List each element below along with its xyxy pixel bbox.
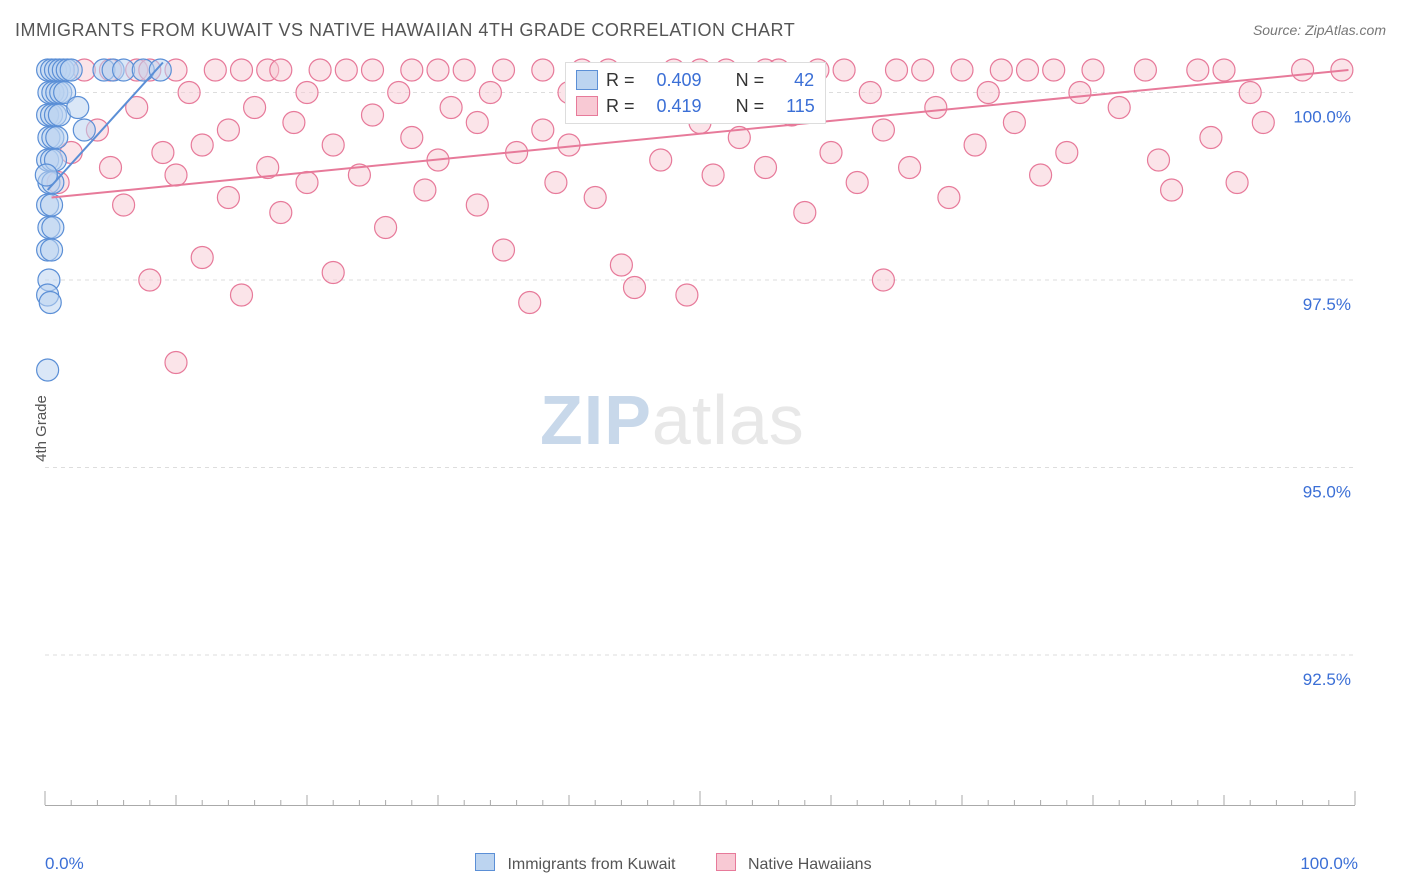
n-value-kuwait: 42 xyxy=(794,67,814,93)
source-attribution: Source: ZipAtlas.com xyxy=(1253,22,1386,38)
gridlines xyxy=(45,93,1355,656)
svg-text:97.5%: 97.5% xyxy=(1303,295,1351,314)
r-label: R = xyxy=(606,93,635,119)
chart-container: IMMIGRANTS FROM KUWAIT VS NATIVE HAWAIIA… xyxy=(0,0,1406,892)
n-label: N = xyxy=(736,93,765,119)
correlation-row-hawaiian: R = 0.419 N = 115 xyxy=(576,93,815,119)
r-label: R = xyxy=(606,67,635,93)
y-tick-labels: 92.5% 95.0% 97.5% 100.0% xyxy=(1293,108,1351,690)
chart-title: IMMIGRANTS FROM KUWAIT VS NATIVE HAWAIIA… xyxy=(15,20,795,41)
x-ticks xyxy=(45,791,1355,805)
x-axis-min-label: 0.0% xyxy=(45,854,84,874)
scatter-plot: 92.5% 95.0% 97.5% 100.0% xyxy=(45,55,1355,805)
r-value-hawaiian: 0.419 xyxy=(657,93,702,119)
svg-text:100.0%: 100.0% xyxy=(1293,108,1351,127)
legend-item-kuwait: Immigrants from Kuwait xyxy=(475,853,676,874)
legend-label-hawaiian: Native Hawaiians xyxy=(748,856,872,873)
legend-label-kuwait: Immigrants from Kuwait xyxy=(507,856,675,873)
legend-swatch-hawaiian xyxy=(716,853,736,871)
svg-text:92.5%: 92.5% xyxy=(1303,670,1351,689)
bottom-legend: Immigrants from Kuwait Native Hawaiians xyxy=(475,853,872,874)
series-immigrants-kuwait xyxy=(35,59,171,381)
x-axis-max-label: 100.0% xyxy=(1300,854,1358,874)
swatch-kuwait xyxy=(576,70,598,90)
n-label: N = xyxy=(736,67,765,93)
n-value-hawaiian: 115 xyxy=(786,93,815,119)
correlation-legend: R = 0.409 N = 42 R = 0.419 N = 115 xyxy=(565,62,826,124)
swatch-hawaiian xyxy=(576,96,598,116)
r-value-kuwait: 0.409 xyxy=(657,67,702,93)
correlation-row-kuwait: R = 0.409 N = 42 xyxy=(576,67,815,93)
legend-swatch-kuwait xyxy=(475,853,495,871)
svg-text:95.0%: 95.0% xyxy=(1303,483,1351,502)
plot-area: 92.5% 95.0% 97.5% 100.0% xyxy=(45,55,1355,806)
legend-item-hawaiian: Native Hawaiians xyxy=(716,853,872,874)
